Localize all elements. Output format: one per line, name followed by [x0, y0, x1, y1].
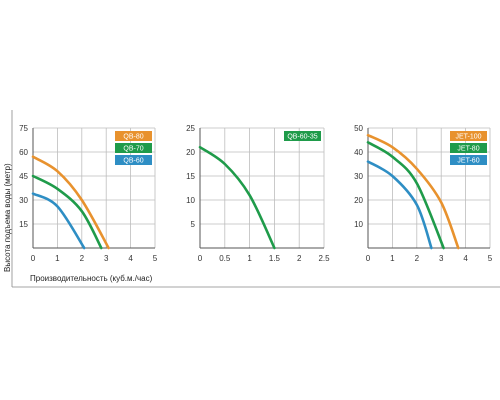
x-tick-label: 1 — [247, 254, 252, 263]
legend-label: QB-60-35 — [287, 133, 317, 140]
x-tick-label: 4 — [128, 254, 133, 263]
y-tick-label: 15 — [186, 172, 195, 181]
x-axis-title: Производительность (куб.м./час) — [30, 274, 153, 283]
x-tick-label: 0.5 — [219, 254, 231, 263]
legend-label: QB-70 — [123, 145, 143, 152]
legend-badge — [284, 131, 321, 141]
x-tick-label: 4 — [463, 254, 468, 263]
series-line-qb-80 — [31, 155, 110, 250]
legend-badge — [450, 155, 487, 165]
y-tick-label: 20 — [354, 196, 363, 205]
x-tick-label: 2 — [80, 254, 85, 263]
series-line-jet-80 — [366, 141, 445, 250]
y-tick-label: 75 — [19, 124, 28, 133]
y-tick-label: 45 — [19, 172, 28, 181]
x-tick-label: 2 — [415, 254, 420, 263]
x-tick-label: 3 — [104, 254, 109, 263]
legend-badge — [450, 131, 487, 141]
series-line-jet-60 — [366, 160, 433, 250]
y-tick-label: 10 — [354, 220, 363, 229]
legend-label: JET-80 — [457, 145, 479, 152]
x-tick-label: 2 — [297, 254, 302, 263]
legend-badge — [115, 155, 152, 165]
legend-badge — [450, 143, 487, 153]
series-line-qb-60-35 — [198, 145, 276, 250]
x-tick-label: 5 — [153, 254, 158, 263]
y-tick-label: 30 — [19, 196, 28, 205]
x-tick-label: 5 — [488, 254, 493, 263]
chart-panel-2: 0 0.5 1 1.5 2 2.5 5 10 15 20 25 QB-60-35 — [186, 124, 330, 263]
y-tick-label: 30 — [354, 172, 363, 181]
legend-badge — [115, 131, 152, 141]
legend-label: QB-60 — [123, 157, 143, 164]
series-line-qb-70 — [31, 174, 103, 250]
y-tick-label: 40 — [354, 148, 363, 157]
x-tick-label: 1 — [390, 254, 395, 263]
chart-panel-3: 0 1 2 3 4 5 10 20 30 40 50 JET-100 JET-80 JET-60 — [354, 124, 493, 263]
y-axis-title: Высота подъема воды (метр) — [3, 163, 12, 272]
y-tick-label: 25 — [186, 124, 195, 133]
legend-label: JET-60 — [457, 157, 479, 164]
y-tick-label: 20 — [186, 148, 195, 157]
x-tick-label: 3 — [439, 254, 444, 263]
x-tick-label: 0 — [198, 254, 203, 263]
x-tick-label: 0 — [31, 254, 36, 263]
y-tick-label: 15 — [19, 220, 28, 229]
y-tick-label: 5 — [191, 220, 196, 229]
y-tick-label: 10 — [186, 196, 195, 205]
x-tick-label: 0 — [366, 254, 371, 263]
legend-badge — [115, 143, 152, 153]
y-tick-label: 60 — [19, 148, 28, 157]
y-tick-label: 50 — [354, 124, 363, 133]
x-tick-label: 1 — [55, 254, 60, 263]
series-line-qb-60 — [31, 192, 86, 250]
legend-label: QB-80 — [123, 133, 143, 140]
x-tick-label: 2.5 — [318, 254, 330, 263]
series-line-jet-100 — [366, 133, 460, 250]
legend-label: JET-100 — [455, 133, 481, 140]
x-tick-label: 1.5 — [269, 254, 281, 263]
